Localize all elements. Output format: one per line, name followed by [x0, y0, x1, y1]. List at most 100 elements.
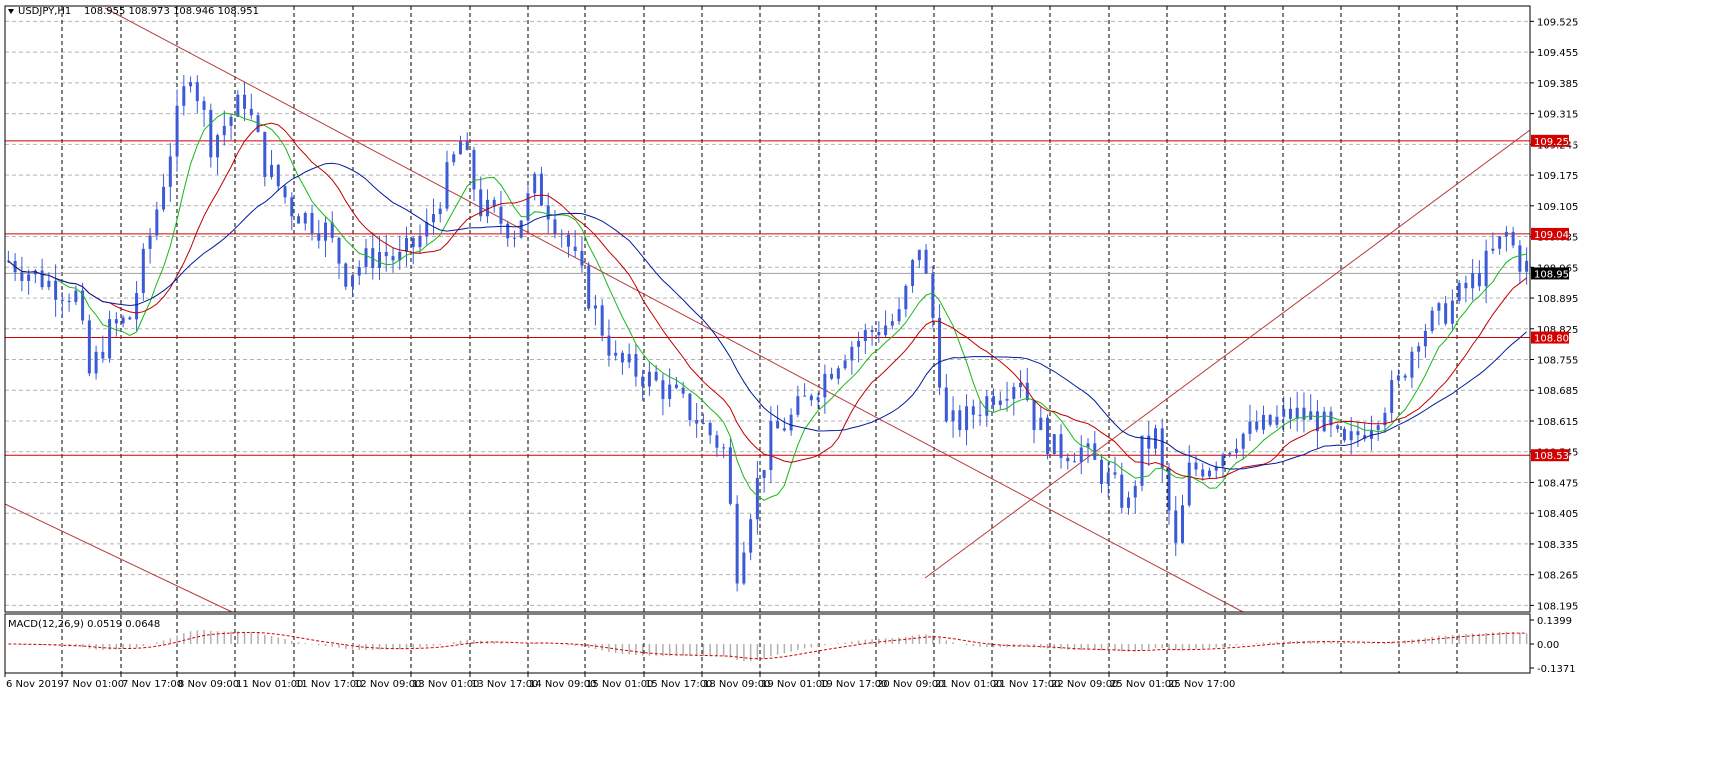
- candle-body: [1228, 452, 1232, 455]
- candle-body: [411, 237, 415, 248]
- candle-body: [175, 105, 179, 157]
- x-tick-label: 18 Nov 09:00: [703, 679, 770, 690]
- candle-body: [1066, 457, 1070, 462]
- candle-body: [1255, 421, 1259, 430]
- candle-body: [216, 135, 220, 158]
- candle-body: [485, 199, 489, 217]
- candle-body: [1012, 387, 1016, 399]
- candle-body: [337, 237, 341, 264]
- candle-body: [1059, 434, 1063, 458]
- y-tick-label: 108.825: [1537, 325, 1578, 336]
- candle-body: [647, 371, 651, 387]
- candle-body: [47, 280, 51, 288]
- candle-body: [688, 393, 692, 421]
- trend-line: [104, 7, 1244, 613]
- x-tick-label: 15 Nov 17:00: [645, 679, 712, 690]
- candle-body: [762, 469, 766, 478]
- candle-body: [1120, 474, 1124, 508]
- candle-body: [479, 189, 483, 217]
- x-tick-label: 6 Nov 2019: [6, 679, 64, 690]
- candle-body: [796, 396, 800, 415]
- candle-body: [1194, 462, 1198, 470]
- y-tick-label: 108.685: [1537, 386, 1578, 397]
- candle-body: [1052, 434, 1056, 455]
- candle-body: [1032, 400, 1036, 431]
- candle-body: [1288, 408, 1292, 419]
- y-tick-label: 108.755: [1537, 356, 1578, 367]
- candle-body: [573, 246, 577, 251]
- trend-line: [924, 129, 1531, 579]
- y-tick-label: 108.335: [1537, 540, 1578, 551]
- candle-body: [823, 373, 827, 398]
- x-tick-label: 20 Nov 09:00: [877, 679, 944, 690]
- candle-body: [1221, 454, 1225, 467]
- candle-body: [958, 410, 962, 431]
- trendlines[interactable]: [4, 7, 1531, 613]
- candle-body: [600, 305, 604, 336]
- y-tick-label: 108.895: [1537, 294, 1578, 305]
- candle-body: [425, 222, 429, 236]
- x-tick-label: 8 Nov 09:00: [178, 679, 239, 690]
- symbol-dropdown-icon[interactable]: [8, 9, 14, 14]
- candle-body: [620, 352, 624, 363]
- candle-body: [236, 94, 240, 117]
- x-tick-label: 25 Nov 17:00: [1168, 679, 1235, 690]
- candle-body: [324, 222, 328, 241]
- candle-body: [512, 237, 516, 239]
- candle-body: [539, 173, 543, 206]
- candle-body: [924, 249, 928, 274]
- candle-body: [222, 125, 226, 136]
- candle-body: [155, 209, 159, 236]
- candle-body: [81, 290, 85, 321]
- candle-body: [195, 82, 199, 102]
- x-tick-label: 21 Nov 17:00: [993, 679, 1060, 690]
- candle-body: [431, 214, 435, 223]
- candle-body: [1477, 273, 1481, 287]
- candle-body: [1268, 414, 1272, 425]
- candle-body: [283, 186, 287, 198]
- candle-body: [1127, 497, 1131, 508]
- macd-label: MACD(12,26,9) 0.0519 0.0648: [8, 619, 160, 630]
- candle-body: [101, 351, 105, 359]
- candle-body: [391, 256, 395, 261]
- candle-body: [108, 319, 112, 359]
- candle-body: [634, 354, 638, 377]
- level-tag-label: 108.537: [1534, 451, 1575, 462]
- candle-body: [708, 422, 712, 436]
- y-tick-label: 108.475: [1537, 478, 1578, 489]
- candle-body: [816, 397, 820, 401]
- candle-body: [1147, 435, 1151, 449]
- time-axis: 6 Nov 2019 7 Nov 01:007 Nov 17:008 Nov 09…: [4, 673, 1235, 690]
- level-tag-label: 109.253: [1534, 137, 1575, 148]
- candle-body: [1180, 505, 1184, 543]
- candle-body: [1518, 245, 1522, 272]
- candle-body: [526, 193, 530, 221]
- candle-body: [445, 162, 449, 209]
- candle-body: [1140, 435, 1144, 486]
- candle-body: [1201, 469, 1205, 477]
- candle-body: [229, 116, 233, 126]
- candle-body: [1349, 431, 1353, 441]
- candle-body: [1396, 375, 1400, 381]
- y-tick-label: 108.405: [1537, 509, 1578, 520]
- candle-body: [398, 251, 402, 261]
- x-tick-label: 13 Nov 17:00: [471, 679, 538, 690]
- macd-tick-label: 0.1399: [1537, 616, 1572, 627]
- candle-body: [27, 274, 31, 281]
- candle-body: [1086, 443, 1090, 448]
- candle-body: [492, 199, 496, 207]
- candle-body: [897, 309, 901, 322]
- candle-body: [290, 197, 294, 217]
- candle-body: [276, 164, 280, 187]
- ma-fast-line: [8, 112, 1527, 501]
- candle-body: [1336, 425, 1340, 429]
- x-tick-label: 7 Nov 17:00: [122, 679, 183, 690]
- candle-body: [1214, 466, 1218, 471]
- candle-body: [782, 428, 786, 431]
- candle-body: [877, 332, 881, 336]
- candle-body: [40, 270, 44, 288]
- candle-body: [249, 108, 253, 116]
- candle-body: [836, 368, 840, 379]
